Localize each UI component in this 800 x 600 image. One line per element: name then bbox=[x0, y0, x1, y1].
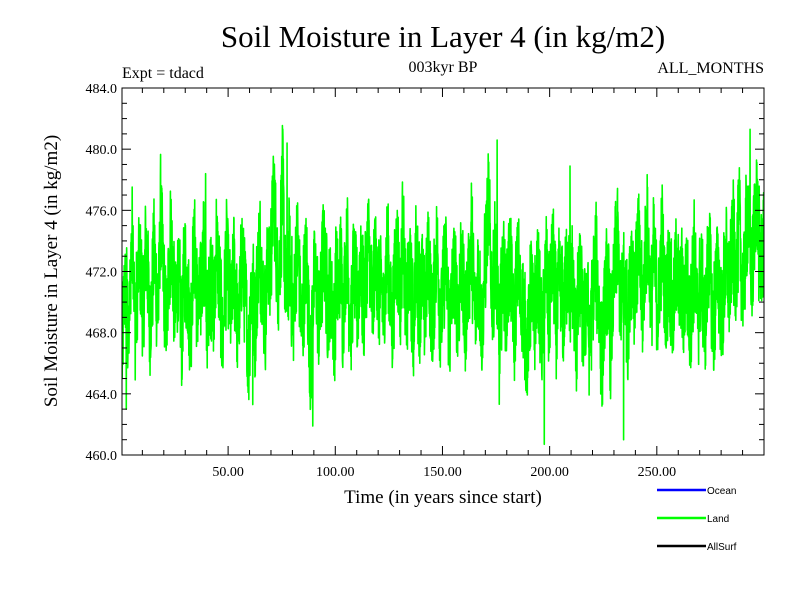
y-tick-label: 464.0 bbox=[86, 388, 118, 403]
y-tick-label: 472.0 bbox=[86, 266, 118, 281]
chart-right-note: ALL_MONTHS bbox=[657, 60, 764, 77]
x-tick-label: 200.00 bbox=[530, 465, 569, 480]
legend-label-allsurf: AllSurf bbox=[707, 542, 737, 553]
x-tick-label: 150.00 bbox=[423, 465, 462, 480]
y-tick-label: 460.0 bbox=[86, 449, 118, 464]
legend: Ocean Land AllSurf bbox=[657, 486, 737, 553]
legend-label-land: Land bbox=[707, 514, 729, 525]
axes-layer: 460.0 464.0 468.0 472.0 476.0 480.0 484.0 50.00… bbox=[86, 82, 764, 480]
legend-label-ocean: Ocean bbox=[707, 486, 736, 497]
x-tick-label: 250.00 bbox=[638, 465, 677, 480]
chart-left-note: Expt = tdacd bbox=[122, 65, 204, 82]
y-tick-label: 484.0 bbox=[86, 82, 118, 97]
y-tick-label: 480.0 bbox=[86, 143, 118, 158]
y-axis-label: Soil Moisture in Layer 4 (in kg/m2) bbox=[41, 135, 62, 407]
series-layer bbox=[122, 124, 764, 446]
x-axis-label: Time (in years since start) bbox=[344, 487, 542, 508]
chart-title: Soil Moisture in Layer 4 (in kg/m2) bbox=[221, 19, 665, 54]
series-line-land bbox=[122, 124, 764, 446]
x-tick-label: 100.00 bbox=[316, 465, 355, 480]
y-tick-label: 468.0 bbox=[86, 327, 118, 342]
x-tick-label: 50.00 bbox=[212, 465, 244, 480]
y-tick-label: 476.0 bbox=[86, 204, 118, 219]
chart-subtitle: 003kyr BP bbox=[409, 59, 478, 76]
